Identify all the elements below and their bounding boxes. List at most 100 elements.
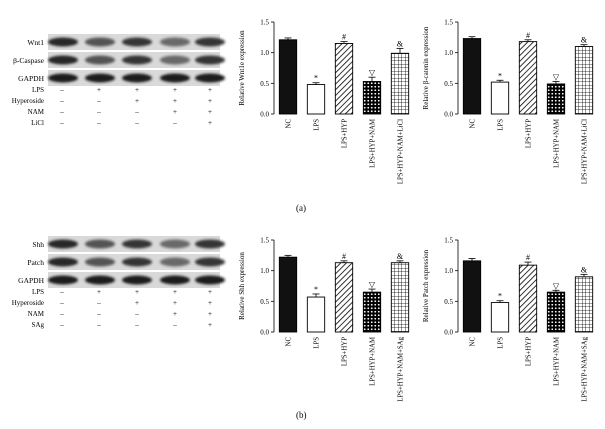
x-tick-label: LPS+HYP+NAM (554, 337, 561, 386)
y-axis-label: Relative Shh expression (238, 252, 246, 320)
blot-band (195, 257, 225, 267)
bar-chart-beta-catenin: 0.0 0.5 1.0 1.5 Relative β-catenin expressio… (422, 19, 594, 184)
y-axis-label: Relative Patch expression (422, 249, 430, 322)
treatment-sign: – (96, 118, 101, 127)
x-tick-label: LPS+HYP+NAM+SAg (398, 336, 405, 401)
blot-band-label: GAPDH (18, 74, 44, 83)
y-tick-label: 1.5 (444, 237, 453, 245)
blot-band (160, 37, 190, 47)
y-tick-label: 1.0 (260, 49, 269, 57)
bar (390, 262, 410, 333)
treatment-sign: + (135, 298, 139, 307)
x-tick-label: LPS+HYP+NAM (370, 337, 377, 386)
blot-band (85, 239, 115, 249)
x-tick-label: LPS+HYP (342, 337, 349, 366)
significance-marker: ▽ (369, 68, 376, 77)
treatment-sign: + (208, 107, 212, 116)
treatment-label: NAM (28, 310, 45, 318)
treatment-sign: + (135, 96, 139, 105)
x-tick-label: NC (470, 337, 477, 347)
treatment-sign: – (134, 118, 139, 127)
blot-band (160, 55, 190, 65)
treatment-sign: + (173, 96, 177, 105)
significance-marker: & (397, 39, 404, 48)
treatment-sign: – (96, 96, 101, 105)
treatment-sign: + (173, 309, 177, 318)
blot-band (48, 239, 78, 249)
treatment-sign: – (96, 320, 101, 329)
significance-marker: * (314, 74, 318, 83)
treatment-sign: + (208, 118, 212, 127)
blot-band (195, 275, 225, 285)
y-tick-label: 0.5 (444, 298, 453, 306)
treatment-sign: + (173, 107, 177, 116)
treatment-sign: – (59, 287, 64, 296)
blot-band (48, 55, 78, 65)
y-tick-label: 0.0 (444, 111, 453, 119)
western-blot-b: Shh Patch GAPDH LPS – + + + + Hyperoside – – + + + NAM –… (12, 236, 225, 329)
blot-band (122, 73, 152, 83)
treatment-sign: – (59, 309, 64, 318)
significance-marker: * (498, 292, 502, 301)
blot-band (85, 275, 115, 285)
y-tick-label: 1.0 (444, 267, 453, 275)
treatment-sign: – (172, 320, 177, 329)
blot-band (48, 275, 78, 285)
blot-band (48, 73, 78, 83)
blot-band (48, 257, 78, 267)
significance-marker: & (581, 265, 588, 274)
treatment-sign: – (59, 85, 64, 94)
treatment-label: Hyperoside (12, 299, 44, 307)
blot-band (160, 275, 190, 285)
blot-band (85, 73, 115, 83)
panel-label-a: (a) (296, 203, 306, 213)
bar (390, 52, 410, 115)
y-tick-label: 1.5 (444, 19, 453, 27)
bar-chart-shh: 0.0 0.5 1.0 1.5 Relative Shh expression NC * LP… (238, 237, 410, 402)
panel-label-b: (b) (296, 410, 307, 420)
x-tick-label: LPS+HYP+NAM (370, 119, 377, 168)
significance-marker: # (342, 33, 346, 42)
y-tick-label: 0.5 (444, 80, 453, 88)
x-tick-label: LPS+HYP (526, 337, 533, 366)
x-tick-label: LPS+HYP+NAM (554, 119, 561, 168)
blot-band (48, 37, 78, 47)
bar (490, 81, 510, 115)
bar (546, 291, 566, 333)
y-tick-label: 0.0 (444, 329, 453, 337)
bar (546, 83, 566, 115)
x-tick-label: LPS+HYP+NAM+LiCl (582, 119, 589, 184)
blot-band-label: Wnt1 (27, 38, 44, 47)
treatment-sign: – (172, 118, 177, 127)
bar (490, 302, 510, 333)
significance-marker: ▽ (553, 72, 560, 81)
treatment-sign: – (96, 298, 101, 307)
blot-band (160, 257, 190, 267)
significance-marker: # (526, 253, 530, 262)
bar (306, 84, 326, 115)
treatment-label: LiCl (31, 119, 44, 127)
x-tick-label: NC (286, 119, 293, 129)
x-tick-label: LPS+HYP+NAM+LiCl (398, 119, 405, 184)
significance-marker: ▽ (553, 281, 560, 290)
bar (334, 43, 354, 115)
treatment-sign: – (96, 107, 101, 116)
treatment-sign: – (96, 309, 101, 318)
blot-band (195, 239, 225, 249)
treatment-label: LPS (32, 288, 44, 296)
y-axis-label: Relative β-catenin expression (422, 26, 430, 109)
blot-band (160, 239, 190, 249)
treatment-label: LPS (32, 86, 44, 94)
x-tick-label: NC (286, 337, 293, 347)
bar (518, 41, 538, 115)
treatment-label: SAg (32, 321, 45, 329)
significance-marker: ▽ (369, 280, 376, 289)
bar-chart-patch: 0.0 0.5 1.0 1.5 Relative Patch expression NC *… (422, 237, 594, 402)
bar (334, 262, 354, 333)
blot-band (85, 55, 115, 65)
blot-band (195, 73, 225, 83)
treatment-sign: – (134, 320, 139, 329)
bar-chart-wnt1: 0.0 0.5 1.0 1.5 Relative Wnt1e expression NC *… (238, 19, 410, 184)
treatment-sign: – (59, 107, 64, 116)
x-tick-label: LPS+HYP+NAM+SAg (582, 336, 589, 401)
